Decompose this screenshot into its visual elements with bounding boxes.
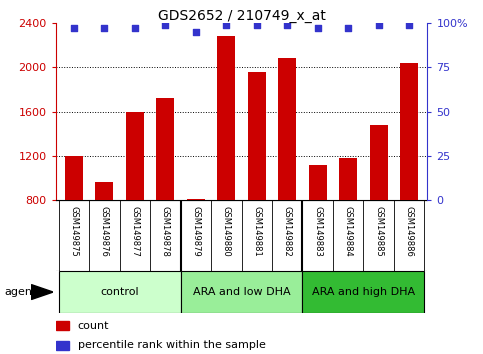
Point xyxy=(161,22,169,28)
Text: agent: agent xyxy=(5,287,37,297)
Bar xyxy=(181,271,302,313)
Text: GSM149878: GSM149878 xyxy=(161,206,170,257)
Text: GSM149879: GSM149879 xyxy=(191,206,200,256)
Text: GSM149883: GSM149883 xyxy=(313,206,322,257)
Text: GDS2652 / 210749_x_at: GDS2652 / 210749_x_at xyxy=(157,9,326,23)
Bar xyxy=(309,165,327,200)
Point xyxy=(192,29,199,35)
Point xyxy=(314,25,322,31)
Bar xyxy=(58,271,181,313)
Bar xyxy=(217,36,235,200)
Polygon shape xyxy=(31,285,53,299)
Point xyxy=(70,25,78,31)
Text: GSM149886: GSM149886 xyxy=(405,206,413,257)
Point xyxy=(253,22,261,28)
Text: GSM149881: GSM149881 xyxy=(252,206,261,256)
Bar xyxy=(95,182,114,200)
Bar xyxy=(186,199,205,200)
Bar xyxy=(369,125,388,200)
Text: count: count xyxy=(78,321,109,331)
Text: GSM149876: GSM149876 xyxy=(100,206,109,257)
Point xyxy=(222,22,230,28)
Text: GSM149880: GSM149880 xyxy=(222,206,231,256)
Point xyxy=(131,25,139,31)
Bar xyxy=(56,321,69,330)
Text: control: control xyxy=(100,287,139,297)
Text: GSM149884: GSM149884 xyxy=(344,206,353,256)
Bar xyxy=(278,58,297,200)
Point xyxy=(100,25,108,31)
Text: ARA and low DHA: ARA and low DHA xyxy=(193,287,290,297)
Bar xyxy=(56,341,69,350)
Text: GSM149875: GSM149875 xyxy=(70,206,78,256)
Point xyxy=(284,22,291,28)
Text: GSM149885: GSM149885 xyxy=(374,206,383,256)
Text: percentile rank within the sample: percentile rank within the sample xyxy=(78,341,266,350)
Point xyxy=(405,22,413,28)
Bar xyxy=(400,63,418,200)
Bar xyxy=(339,158,357,200)
Text: GSM149882: GSM149882 xyxy=(283,206,292,256)
Point xyxy=(375,22,383,28)
Text: ARA and high DHA: ARA and high DHA xyxy=(312,287,415,297)
Bar xyxy=(65,156,83,200)
Bar xyxy=(248,72,266,200)
Bar xyxy=(126,112,144,200)
Bar xyxy=(156,98,174,200)
Bar xyxy=(302,271,425,313)
Text: GSM149877: GSM149877 xyxy=(130,206,139,257)
Point xyxy=(344,25,352,31)
